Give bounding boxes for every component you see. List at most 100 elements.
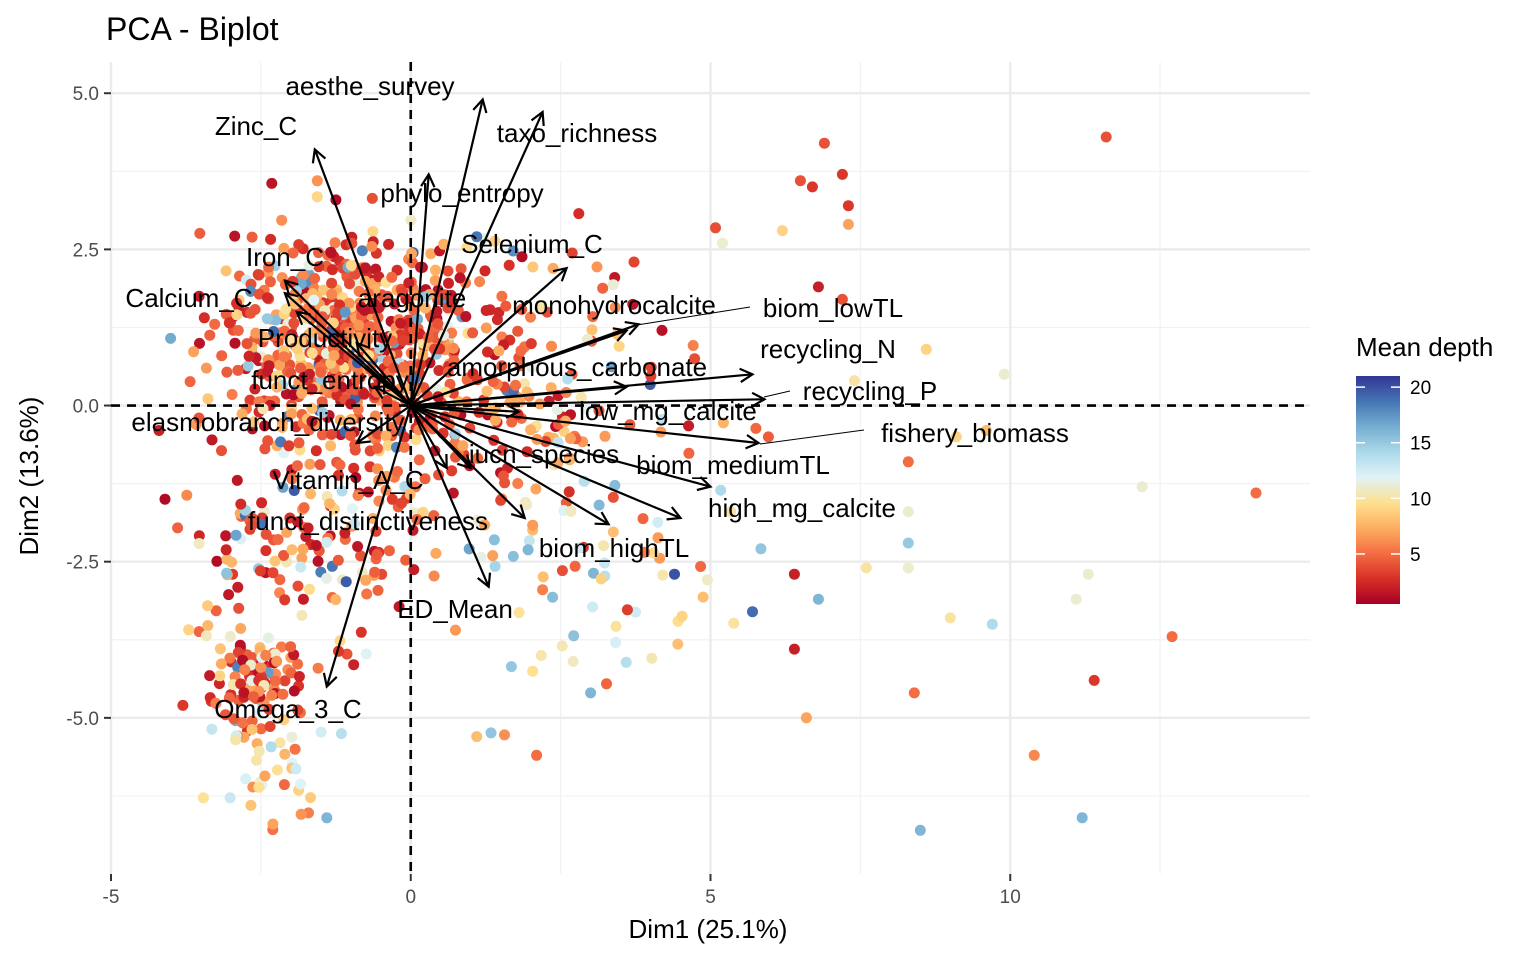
data-point — [687, 340, 699, 351]
data-point — [305, 488, 317, 500]
data-point — [240, 773, 252, 785]
data-point — [230, 529, 242, 541]
data-point — [256, 497, 268, 509]
data-point — [372, 463, 383, 475]
arrow-shaft — [356, 404, 412, 444]
data-point — [944, 612, 956, 624]
data-point — [836, 293, 848, 305]
data-point — [562, 373, 574, 385]
data-point — [1250, 487, 1262, 499]
data-point — [255, 723, 267, 735]
data-point — [325, 440, 337, 452]
legend-tick-label: 10 — [1410, 489, 1431, 510]
data-point — [341, 648, 353, 660]
data-point — [503, 259, 515, 271]
data-point — [278, 714, 290, 726]
data-point — [506, 416, 518, 428]
data-point — [620, 656, 632, 668]
data-point — [392, 466, 403, 477]
data-point — [472, 452, 484, 464]
data-point — [287, 389, 299, 401]
arrow-head — [510, 504, 527, 520]
data-point — [216, 445, 227, 457]
data-point — [419, 291, 431, 303]
data-point — [291, 343, 303, 355]
data-point — [566, 247, 578, 259]
data-point — [220, 709, 231, 721]
data-point — [397, 361, 409, 373]
data-point — [331, 389, 343, 401]
data-point — [902, 562, 914, 574]
data-point — [308, 294, 320, 306]
data-point — [672, 638, 684, 650]
data-point — [652, 532, 664, 544]
data-point — [286, 408, 298, 420]
data-point — [383, 545, 395, 557]
data-point — [794, 175, 806, 187]
data-point — [461, 241, 473, 253]
data-point — [235, 678, 247, 690]
data-point — [607, 491, 619, 503]
data-point — [321, 572, 333, 584]
data-point — [348, 659, 360, 671]
data-point — [300, 531, 312, 542]
data-point — [383, 238, 395, 250]
data-point — [547, 262, 559, 274]
data-point — [755, 543, 767, 555]
variable-label: high_mg_calcite — [708, 493, 896, 523]
data-point — [249, 383, 261, 395]
data-point — [363, 321, 375, 333]
data-point — [296, 552, 308, 564]
data-point — [522, 544, 534, 556]
data-point — [656, 324, 668, 336]
data-point — [697, 591, 709, 603]
data-point — [165, 332, 177, 344]
data-point — [221, 567, 233, 579]
data-point — [362, 486, 374, 498]
data-point — [220, 308, 232, 320]
data-point — [271, 381, 283, 393]
data-point — [525, 338, 537, 350]
data-point — [214, 670, 226, 682]
data-point — [656, 413, 668, 425]
data-point — [352, 541, 364, 552]
data-point — [223, 692, 235, 704]
data-point — [267, 818, 279, 830]
data-point — [489, 560, 501, 572]
data-point — [1088, 674, 1100, 686]
data-point — [260, 649, 272, 661]
data-point — [430, 264, 441, 276]
data-point — [728, 617, 740, 629]
data-point — [610, 637, 622, 648]
data-point — [330, 594, 342, 606]
data-point — [306, 415, 318, 427]
data-point — [432, 318, 444, 330]
data-point — [263, 261, 275, 273]
arrow-head — [666, 506, 683, 521]
arrow-shaft — [410, 404, 759, 445]
arrow-shaft — [409, 99, 484, 406]
data-point — [467, 327, 479, 339]
data-point — [268, 326, 279, 337]
data-point — [560, 415, 571, 427]
arrow-head — [696, 476, 713, 492]
data-point — [397, 286, 409, 298]
data-point — [226, 556, 238, 568]
data-point — [513, 607, 525, 619]
arrow-head — [311, 147, 327, 164]
data-point — [265, 233, 277, 245]
data-point — [527, 519, 539, 531]
data-point — [263, 703, 275, 715]
data-point — [457, 440, 469, 452]
arrow-head — [434, 453, 448, 470]
data-point — [523, 535, 535, 547]
data-point — [193, 530, 205, 542]
data-point — [395, 317, 407, 329]
data-point — [336, 485, 348, 497]
data-point — [628, 256, 640, 268]
data-point — [381, 395, 393, 406]
data-point — [568, 630, 580, 642]
data-point — [495, 494, 507, 506]
data-point — [1100, 131, 1112, 143]
